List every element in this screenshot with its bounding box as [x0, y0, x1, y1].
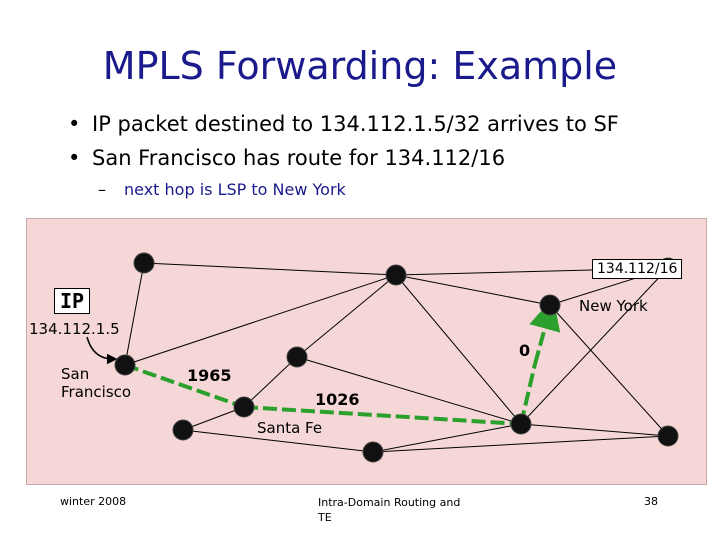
- network-diagram: 134.112/16 IP 134.112.1.5 San Francisco …: [26, 218, 707, 485]
- bullet-2-text: San Francisco has route for 134.112/16: [92, 146, 506, 170]
- router-node: [286, 346, 308, 368]
- destination-prefix-label: 134.112/16: [592, 259, 683, 279]
- bullet-1: • IP packet destined to 134.112.1.5/32 ar…: [68, 112, 619, 136]
- router-node-san-francisco: [114, 354, 136, 376]
- lsp-segment-newyork: [529, 297, 561, 365]
- routers: [114, 252, 679, 463]
- link: [372, 423, 522, 453]
- sub-bullet: – next hop is LSP to New York: [98, 180, 346, 199]
- sub-bullet-text: next hop is LSP to New York: [124, 180, 346, 199]
- link: [143, 262, 397, 276]
- footer-date: winter 2008: [60, 495, 127, 508]
- router-node: [657, 425, 679, 447]
- link: [124, 274, 397, 366]
- router-node-santa-fe: [233, 396, 255, 418]
- bullet-marker: •: [68, 112, 81, 136]
- router-node: [172, 419, 194, 441]
- label-0: 0: [519, 341, 531, 360]
- sub-bullet-marker: –: [98, 180, 106, 199]
- link: [296, 356, 522, 425]
- label-1965: 1965: [187, 366, 232, 385]
- packet-address-label: 134.112.1.5: [29, 320, 120, 338]
- ip-packet-header: IP: [54, 288, 91, 314]
- router-node: [510, 413, 532, 435]
- santa-fe-label: Santa Fe: [257, 419, 323, 437]
- link: [182, 429, 374, 453]
- label-1026: 1026: [315, 390, 360, 409]
- link: [549, 304, 669, 437]
- bullet-marker: •: [68, 146, 81, 170]
- link: [124, 262, 145, 366]
- link: [520, 267, 669, 425]
- bullet-2: • San Francisco has route for 134.112/16: [68, 146, 505, 170]
- link: [395, 274, 551, 306]
- link: [296, 274, 397, 358]
- router-node: [385, 264, 407, 286]
- router-node: [362, 441, 384, 463]
- link: [182, 406, 245, 431]
- bullet-1-text: IP packet destined to 134.112.1.5/32 arr…: [92, 112, 619, 136]
- lsp-segment-sf-santafe: [124, 363, 245, 409]
- san-francisco-label: San Francisco: [61, 365, 132, 401]
- router-node: [133, 252, 155, 274]
- new-york-label: New York: [579, 297, 648, 315]
- packet-arrow: [86, 336, 118, 365]
- link: [372, 435, 669, 453]
- network-links: [124, 262, 669, 453]
- link: [243, 356, 298, 408]
- footer-title: Intra-Domain Routing and TE: [318, 496, 461, 524]
- link: [395, 274, 522, 425]
- link: [520, 423, 669, 437]
- lsp-path: [124, 297, 561, 426]
- slide-title: MPLS Forwarding: Example: [102, 44, 618, 88]
- page-number: 38: [644, 495, 658, 508]
- topology-graph: [86, 252, 679, 463]
- lsp-segment-santafe-mid: [243, 405, 522, 426]
- router-node-new-york: [539, 294, 561, 316]
